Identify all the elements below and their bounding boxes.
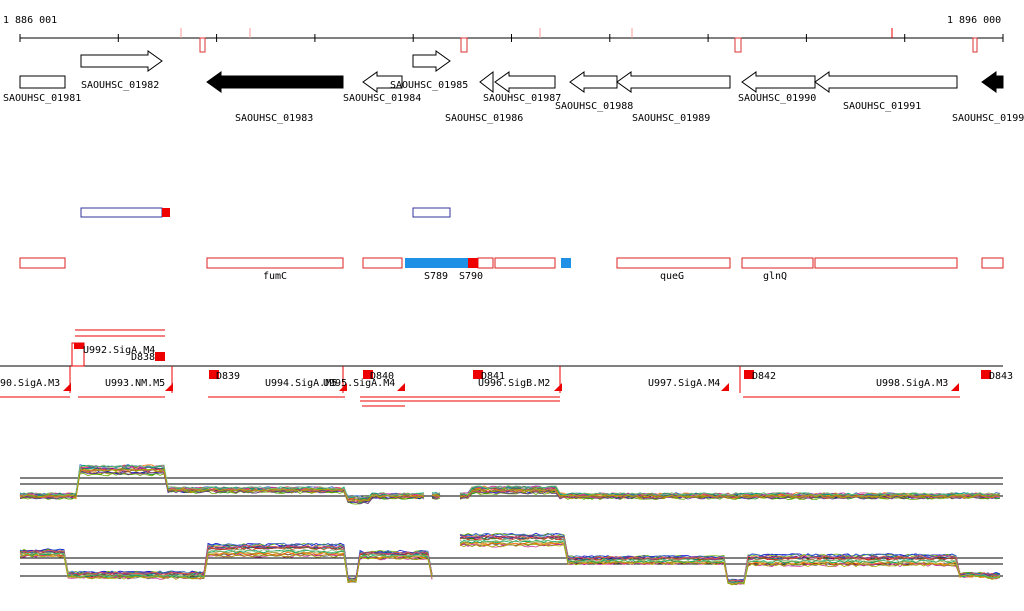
unit-label: U997.SigA.M4 bbox=[648, 378, 720, 389]
expression-trace bbox=[19, 468, 1000, 502]
gene-label: SAOUHSC_01986 bbox=[445, 113, 523, 124]
feature-box bbox=[206, 257, 344, 269]
terminator bbox=[721, 383, 729, 391]
unit-label: U992.SigA.M4 bbox=[83, 345, 155, 356]
gene-arrow bbox=[616, 71, 731, 93]
unit-label: U998.SigA.M3 bbox=[876, 378, 948, 389]
feature-label: S789 bbox=[424, 271, 448, 282]
expression-trace bbox=[19, 538, 1001, 585]
expression-trace bbox=[19, 543, 1001, 586]
feature-box bbox=[477, 257, 494, 269]
unit-label: U996.SigB.M2 bbox=[478, 378, 550, 389]
promoter-label: D842 bbox=[752, 371, 776, 382]
promoter-label: D839 bbox=[216, 371, 240, 382]
gene-arrow bbox=[206, 71, 344, 93]
gene-label: SAOUHSC_01990 bbox=[738, 93, 816, 104]
gene-label: SAOUHSC_01991 bbox=[843, 101, 921, 112]
promoter bbox=[155, 352, 165, 361]
gene-arrow bbox=[981, 71, 1004, 93]
feature-box bbox=[616, 257, 731, 269]
terminator bbox=[63, 383, 71, 391]
gene-arrow bbox=[814, 71, 958, 93]
expression-trace bbox=[19, 534, 1000, 582]
terminator bbox=[397, 383, 405, 391]
start-coordinate: 1 886 001 bbox=[3, 15, 57, 26]
promoter bbox=[209, 370, 219, 379]
gene-label: SAOUHSC_01983 bbox=[235, 113, 313, 124]
gene-arrow bbox=[80, 50, 163, 72]
feature-box bbox=[494, 257, 556, 269]
promoter-label: D838 bbox=[131, 352, 155, 363]
gene-label: SAOUHSC_01988 bbox=[555, 101, 633, 112]
gene-label: SAOUHSC_01981 bbox=[3, 93, 81, 104]
terminator bbox=[554, 383, 562, 391]
ruler-peak bbox=[460, 37, 468, 53]
gene-label: SAOUHSC_01982 bbox=[81, 80, 159, 91]
gene-arrow bbox=[494, 71, 556, 93]
feature-box bbox=[19, 257, 66, 269]
srna bbox=[561, 258, 571, 268]
gene-arrow bbox=[19, 75, 66, 89]
unit-label: U994.SigA.M5 bbox=[265, 378, 337, 389]
feature-box bbox=[814, 257, 958, 269]
region-end bbox=[162, 208, 170, 217]
feature-label: fumC bbox=[263, 271, 287, 282]
terminator bbox=[165, 383, 173, 391]
expression-trace bbox=[19, 464, 1001, 499]
promoter bbox=[473, 370, 483, 379]
promoter bbox=[981, 370, 991, 379]
unit-label: U993.NM.M5 bbox=[105, 378, 165, 389]
gene-label: SAOUHSC_01987 bbox=[483, 93, 561, 104]
feature-label: queG bbox=[660, 271, 684, 282]
ruler-peak bbox=[734, 37, 742, 53]
terminator bbox=[339, 383, 347, 391]
feature-label: S790 bbox=[459, 271, 483, 282]
gene-label: SAOUHSC_0199 bbox=[952, 113, 1024, 124]
gene-arrow bbox=[362, 71, 403, 93]
unit-label: U995.SigA.M4 bbox=[323, 378, 395, 389]
terminator bbox=[951, 383, 959, 391]
promoter bbox=[744, 370, 754, 379]
gene-label: SAOUHSC_01984 bbox=[343, 93, 421, 104]
feature-box bbox=[741, 257, 814, 269]
gene-arrow bbox=[412, 50, 451, 72]
gene-arrow bbox=[741, 71, 816, 93]
feature-box bbox=[362, 257, 403, 269]
promoter-label: D841 bbox=[481, 371, 505, 382]
region-box bbox=[80, 207, 163, 218]
promoter-label: D843 bbox=[989, 371, 1013, 382]
gene-label: SAOUHSC_01989 bbox=[632, 113, 710, 124]
srna bbox=[468, 258, 478, 268]
promoter-label: D840 bbox=[370, 371, 394, 382]
end-coordinate: 1 896 000 bbox=[947, 15, 1001, 26]
feature-label: glnQ bbox=[763, 271, 787, 282]
region-box bbox=[412, 207, 451, 218]
gene-label: SAOUHSC_01985 bbox=[390, 80, 468, 91]
ruler-peak bbox=[199, 37, 206, 53]
promoter bbox=[363, 370, 373, 379]
gene-arrow bbox=[479, 70, 494, 94]
srna bbox=[405, 258, 468, 268]
gene-arrow bbox=[569, 71, 618, 93]
promoter bbox=[74, 343, 84, 349]
expression-trace bbox=[19, 471, 1001, 505]
ruler-peak bbox=[972, 37, 978, 53]
unit-label: 90.SigA.M3 bbox=[0, 378, 60, 389]
feature-box bbox=[981, 257, 1004, 269]
